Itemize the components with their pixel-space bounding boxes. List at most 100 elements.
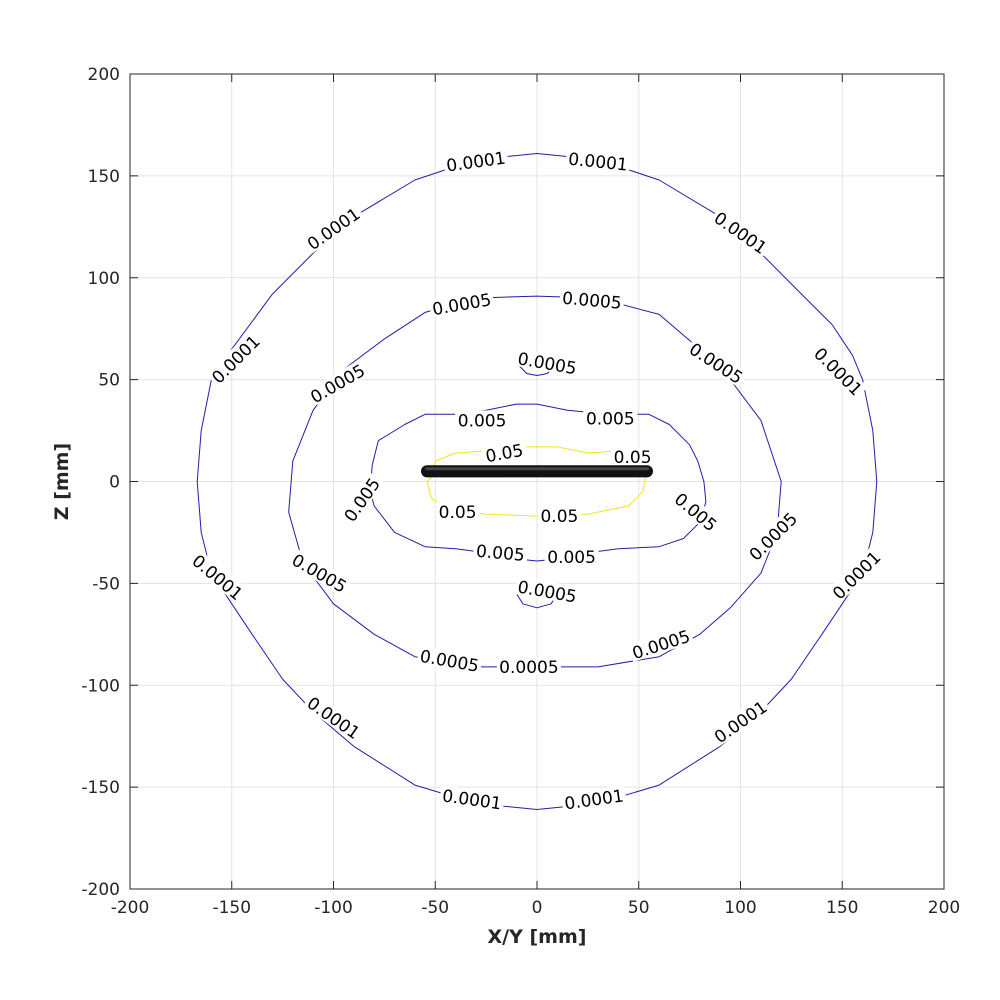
contour-label-bg <box>743 506 802 565</box>
contour-label-group: 0.005 <box>669 487 723 537</box>
contour-label-bg <box>709 206 773 258</box>
contour-label-group: 0.005 <box>338 471 385 527</box>
y-tick-label: -200 <box>81 880 120 900</box>
contour-label-bg <box>514 347 581 377</box>
contour-label-group: 0.005 <box>583 408 638 429</box>
x-tick-label: -100 <box>314 898 353 918</box>
contour-label-bg <box>439 785 505 812</box>
contour-label-group: 0.0001 <box>439 785 505 814</box>
y-tick-label: -50 <box>92 574 120 594</box>
contour-label-group: 0.0005 <box>428 288 495 320</box>
contour-label-group: 0.0001 <box>826 545 885 604</box>
contour-label-group: 0.0001 <box>206 329 265 388</box>
contour-label-bg <box>708 695 772 747</box>
contour-label: 0.005 <box>670 490 720 537</box>
contour-label: 0.0001 <box>711 697 771 748</box>
contour-label-bg <box>669 487 723 536</box>
contour-label-bg <box>627 625 695 662</box>
contour-label-bg <box>187 549 249 604</box>
contour-label: 0.0001 <box>304 204 364 255</box>
contour-label-group: 0.005 <box>472 540 529 566</box>
contour-label: 0.0005 <box>431 290 493 320</box>
contour-label: 0.0001 <box>441 786 503 814</box>
contour-label-group: 0.0005 <box>514 347 581 379</box>
x-tick-label: 50 <box>628 898 650 918</box>
contour-label: 0.05 <box>439 503 477 523</box>
contour-label-bg <box>544 546 599 565</box>
contour-label: 0.0001 <box>829 548 885 604</box>
contour-label-group: 0.0005 <box>287 548 353 598</box>
contour-label-group: 0.05 <box>480 439 528 467</box>
contour-label-group: 0.0005 <box>559 287 625 314</box>
contour-label-bg <box>684 337 749 388</box>
contour-label: 0.0001 <box>809 344 865 400</box>
contour-label-group: 0.0005 <box>743 506 802 565</box>
contour-label-group: 0.0001 <box>560 785 627 814</box>
y-tick-label: 100 <box>88 269 120 289</box>
contour-label-bg <box>610 447 655 465</box>
contour-label: 0.0005 <box>746 509 802 565</box>
x-tick-label: -50 <box>421 898 449 918</box>
contour-label-bg <box>416 645 483 675</box>
contour-label-group: 0.05 <box>537 506 582 527</box>
y-tick-label: 200 <box>88 65 120 85</box>
contour-label-group: 0.0005 <box>416 645 483 677</box>
contour-label-bg <box>442 147 509 174</box>
x-axis-label: X/Y [mm] <box>488 926 587 948</box>
contour-label: 0.0005 <box>630 627 693 664</box>
contour-label: 0.0005 <box>307 361 369 408</box>
contour-label: 0.0005 <box>499 658 558 678</box>
contour-label-bg <box>304 359 370 407</box>
contour-label-group: 0.0005 <box>684 337 749 389</box>
contour-label-group: 0.0001 <box>187 549 249 605</box>
contour-label: 0.0005 <box>418 647 480 677</box>
contour-label: 0.0001 <box>563 786 625 814</box>
contour-label-bg <box>583 408 638 427</box>
y-tick-label: 150 <box>88 167 120 187</box>
y-tick-label: -150 <box>81 778 120 798</box>
contour-label-bg <box>496 656 561 675</box>
y-tick-label: 50 <box>98 371 120 391</box>
contour-label-group: 0.0001 <box>565 148 631 176</box>
y-axis-label: Z [mm] <box>51 443 73 520</box>
contour-label-group: 0.0005 <box>304 359 370 408</box>
contour-label-bg <box>206 329 265 388</box>
contour-label: 0.0001 <box>188 551 246 605</box>
x-tick-label: -150 <box>212 898 251 918</box>
contour-label-bg <box>809 341 868 400</box>
y-tick-label: 0 <box>109 473 120 493</box>
contour-label: 0.0005 <box>561 289 622 314</box>
contour-label-bg <box>302 691 366 743</box>
contour-label: 0.0001 <box>710 208 770 259</box>
contour-label: 0.0001 <box>567 150 628 176</box>
contour-label-group: 0.0005 <box>496 656 561 678</box>
contour-label: 0.0001 <box>445 149 507 177</box>
contour-label-bg <box>472 540 529 564</box>
contour-label-bg <box>287 548 353 597</box>
contour-label-group: 0.0001 <box>442 147 509 177</box>
x-tick-label: -200 <box>111 898 150 918</box>
contour-label-group: 0.05 <box>435 502 480 523</box>
contour-label: 0.0005 <box>288 551 350 598</box>
contour-label-bg <box>826 545 885 604</box>
x-tick-label: 100 <box>724 898 756 918</box>
contour-label-bg <box>514 576 581 605</box>
device-shape <box>421 465 653 478</box>
contour-label-group: 0.05 <box>610 447 655 468</box>
contour-label-group: 0.005 <box>544 546 599 568</box>
contour-label: 0.005 <box>458 411 507 431</box>
contour-label: 0.0005 <box>516 349 578 379</box>
contour-label-bg <box>565 148 631 173</box>
contour-label-bg <box>559 287 625 311</box>
contour-label: 0.0005 <box>685 340 746 389</box>
contour-label: 0.0001 <box>303 693 363 744</box>
contour-label: 0.05 <box>484 441 525 467</box>
contour-label-bg <box>435 502 480 521</box>
contour-label-bg <box>338 471 385 527</box>
device-highlight <box>425 467 649 471</box>
contour-label-group: 0.005 <box>455 410 510 431</box>
axis-ticks: -200 -150 -100 -50 0 50 100 150 200 -200 -150 -100 -… <box>81 65 960 918</box>
contour-label: 0.005 <box>341 475 385 526</box>
contour-label: 0.05 <box>540 507 578 527</box>
